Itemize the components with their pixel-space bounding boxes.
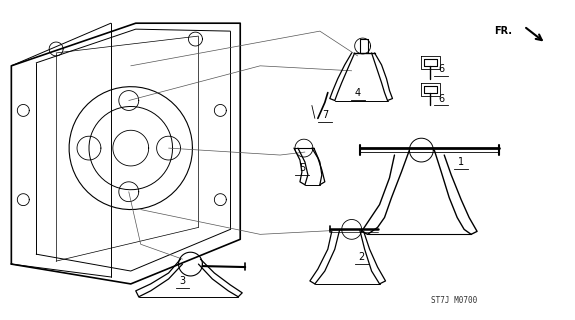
Text: FR.: FR. (494, 26, 512, 36)
Text: 6: 6 (438, 64, 444, 74)
Text: 5: 5 (299, 163, 305, 173)
Text: ST7J M0700: ST7J M0700 (431, 296, 477, 305)
Text: 3: 3 (179, 276, 186, 286)
Text: 6: 6 (438, 93, 444, 104)
Text: 4: 4 (355, 88, 361, 98)
Text: 2: 2 (359, 252, 365, 262)
Text: 1: 1 (458, 157, 464, 167)
Text: 7: 7 (321, 110, 328, 120)
